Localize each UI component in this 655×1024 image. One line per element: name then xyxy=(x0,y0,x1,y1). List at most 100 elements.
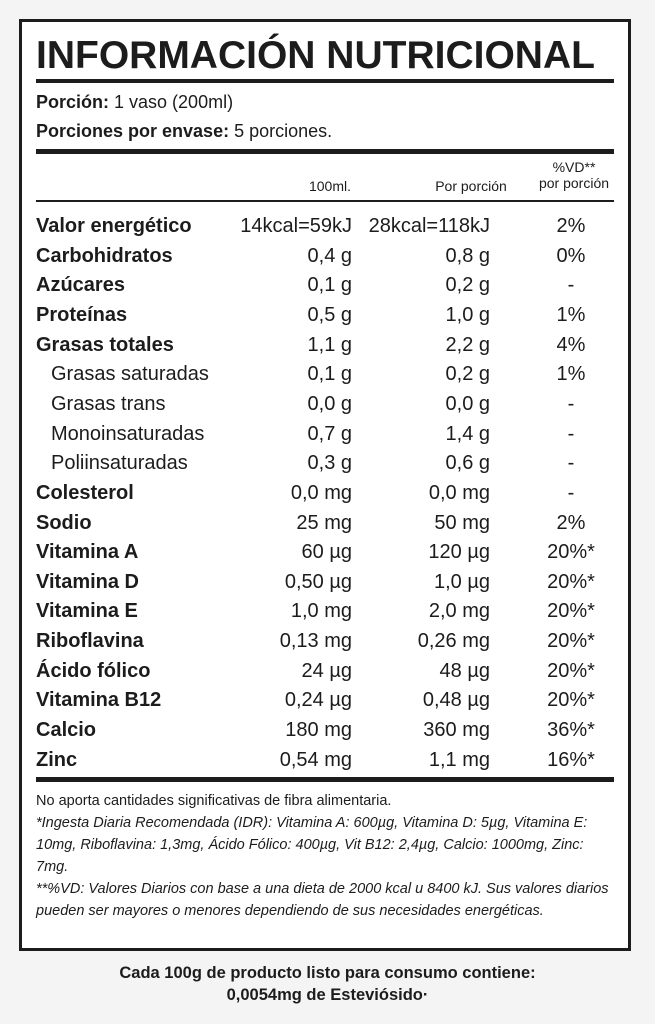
nutrient-name: Riboflavina xyxy=(36,630,144,653)
value-per-100ml: 0,5 g xyxy=(307,303,352,326)
daily-value-percent: 16%* xyxy=(547,748,595,771)
value-per-serving: 120 µg xyxy=(428,541,490,564)
value-per-100ml: 0,13 mg xyxy=(279,630,352,653)
value-per-serving: 1,0 µg xyxy=(433,570,490,593)
servings-per-pack-label: Porciones por envase: xyxy=(36,121,230,141)
value-per-serving: 0,2 g xyxy=(445,363,490,386)
vd-note: **%VD: Valores Diarios con base a una di… xyxy=(36,881,609,919)
nutrient-row: Grasas totales 1,1 g 2,2 g 4% xyxy=(22,331,628,360)
nutrient-name: Vitamina A xyxy=(36,541,139,564)
nutrient-row: Azúcares 0,1 g 0,2 g - xyxy=(22,271,628,300)
value-per-serving: 0,0 g xyxy=(445,392,490,415)
nutrient-name: Carbohidratos xyxy=(36,244,173,267)
nutrient-row: Zinc 0,54 mg 1,1 mg 16%* xyxy=(22,746,628,775)
servings-per-pack-value: 5 porciones. xyxy=(229,121,333,141)
nutrient-row: Vitamina A 60 µg 120 µg 20%* xyxy=(22,538,628,567)
value-per-100ml: 0,24 µg xyxy=(284,689,352,712)
value-per-serving: 360 mg xyxy=(423,719,490,742)
daily-value-percent: 20%* xyxy=(547,689,595,712)
footer-line-1: Cada 100g de producto listo para consumo… xyxy=(119,964,536,982)
footnotes: No aporta cantidades significativas de f… xyxy=(36,790,614,922)
daily-value-percent: 36%* xyxy=(547,719,595,742)
nutrient-row: Calcio 180 mg 360 mg 36%* xyxy=(22,716,628,745)
value-per-serving: 0,2 g xyxy=(445,274,490,297)
stevioside-statement: Cada 100g de producto listo para consumo… xyxy=(0,962,655,1006)
daily-value-percent: 1% xyxy=(556,303,586,326)
value-per-serving: 1,1 mg xyxy=(428,748,490,771)
value-per-100ml: 0,54 mg xyxy=(279,748,352,771)
nutrient-name: Calcio xyxy=(36,719,97,742)
divider xyxy=(36,79,614,83)
nutrient-row: Vitamina B12 0,24 µg 0,48 µg 20%* xyxy=(22,686,628,715)
nutrient-row: Grasas saturadas 0,1 g 0,2 g 1% xyxy=(22,360,628,389)
nutrient-name: Valor energético xyxy=(36,215,192,237)
value-per-100ml: 24 µg xyxy=(301,659,352,682)
column-header-100ml: 100ml. xyxy=(308,178,352,194)
daily-value-percent: 1% xyxy=(556,363,586,386)
nutrient-row: Vitamina D 0,50 µg 1,0 µg 20%* xyxy=(22,568,628,597)
daily-value-percent: 20%* xyxy=(547,659,595,682)
divider xyxy=(36,149,614,154)
value-per-serving: 0,48 µg xyxy=(422,689,490,712)
value-per-100ml: 0,7 g xyxy=(307,422,352,445)
value-per-100ml: 14kcal=59kJ xyxy=(240,215,352,237)
nutrient-row: Poliinsaturadas 0,3 g 0,6 g - xyxy=(22,449,628,478)
nutrient-name: Zinc xyxy=(36,748,78,771)
value-per-serving: 50 mg xyxy=(434,511,490,534)
nutrient-name: Proteínas xyxy=(36,303,128,326)
daily-value-percent: 20%* xyxy=(547,570,595,593)
value-per-serving: 0,0 mg xyxy=(428,481,490,504)
nutrient-row: Ácido fólico 24 µg 48 µg 20%* xyxy=(22,657,628,686)
column-header-vd-line2: por porción xyxy=(538,175,610,191)
column-header-vd-line1: %VD** xyxy=(552,159,596,175)
value-per-100ml: 0,0 mg xyxy=(290,481,352,504)
daily-value-percent: - xyxy=(567,481,575,504)
value-per-100ml: 1,0 mg xyxy=(290,600,352,623)
nutrient-name: Vitamina B12 xyxy=(36,689,162,712)
daily-value-percent: 4% xyxy=(556,333,586,356)
value-per-serving: 1,4 g xyxy=(445,422,490,445)
idr-note: *Ingesta Diaria Recomendada (IDR): Vitam… xyxy=(36,815,588,875)
value-per-100ml: 60 µg xyxy=(301,541,352,564)
nutrient-row: Proteínas 0,5 g 1,0 g 1% xyxy=(22,301,628,330)
nutrient-row: Riboflavina 0,13 mg 0,26 mg 20%* xyxy=(22,627,628,656)
value-per-100ml: 1,1 g xyxy=(307,333,352,356)
nutrient-name: Vitamina E xyxy=(36,600,138,623)
value-per-serving: 48 µg xyxy=(439,659,490,682)
value-per-serving: 0,6 g xyxy=(445,452,490,475)
divider xyxy=(36,777,614,782)
value-per-serving: 0,26 mg xyxy=(417,630,490,653)
value-per-100ml: 25 mg xyxy=(296,511,352,534)
servings-per-pack: Porciones por envase: 5 porciones. xyxy=(36,121,332,142)
serving-size: Porción: 1 vaso (200ml) xyxy=(36,92,233,113)
value-per-serving: 28kcal=118kJ xyxy=(368,215,490,237)
value-per-100ml: 0,4 g xyxy=(307,244,352,267)
nutrient-name: Ácido fólico xyxy=(36,659,151,682)
nutrient-name: Grasas trans xyxy=(51,392,166,415)
nutrient-name: Colesterol xyxy=(36,481,134,504)
serving-size-label: Porción: xyxy=(36,92,110,112)
label-title: INFORMACIÓN NUTRICIONAL xyxy=(36,34,595,77)
value-per-100ml: 0,1 g xyxy=(307,274,352,297)
daily-value-percent: - xyxy=(567,392,575,415)
nutrient-row: Carbohidratos 0,4 g 0,8 g 0% xyxy=(22,242,628,271)
daily-value-percent: - xyxy=(567,274,575,297)
nutrient-name: Poliinsaturadas xyxy=(51,452,188,475)
serving-size-value: 1 vaso (200ml) xyxy=(109,92,234,112)
divider xyxy=(36,200,614,202)
daily-value-percent: 2% xyxy=(556,215,586,237)
nutrient-row: Valor energético 14kcal=59kJ 28kcal=118kJ 2… xyxy=(22,212,628,241)
value-per-serving: 0,8 g xyxy=(445,244,490,267)
nutrient-row: Grasas trans 0,0 g 0,0 g - xyxy=(22,390,628,419)
fiber-note: No aporta cantidades significativas de f… xyxy=(36,793,392,809)
daily-value-percent: - xyxy=(567,422,575,445)
nutrient-name: Vitamina D xyxy=(36,570,139,593)
nutrient-name: Azúcares xyxy=(36,274,125,297)
daily-value-percent: 2% xyxy=(556,511,586,534)
value-per-100ml: 0,3 g xyxy=(307,452,352,475)
nutrient-row: Monoinsaturadas 0,7 g 1,4 g - xyxy=(22,420,628,449)
nutrient-row: Vitamina E 1,0 mg 2,0 mg 20%* xyxy=(22,597,628,626)
value-per-serving: 2,0 mg xyxy=(428,600,490,623)
nutrition-label: INFORMACIÓN NUTRICIONAL Porción: 1 vaso … xyxy=(19,19,631,951)
daily-value-percent: 20%* xyxy=(547,630,595,653)
